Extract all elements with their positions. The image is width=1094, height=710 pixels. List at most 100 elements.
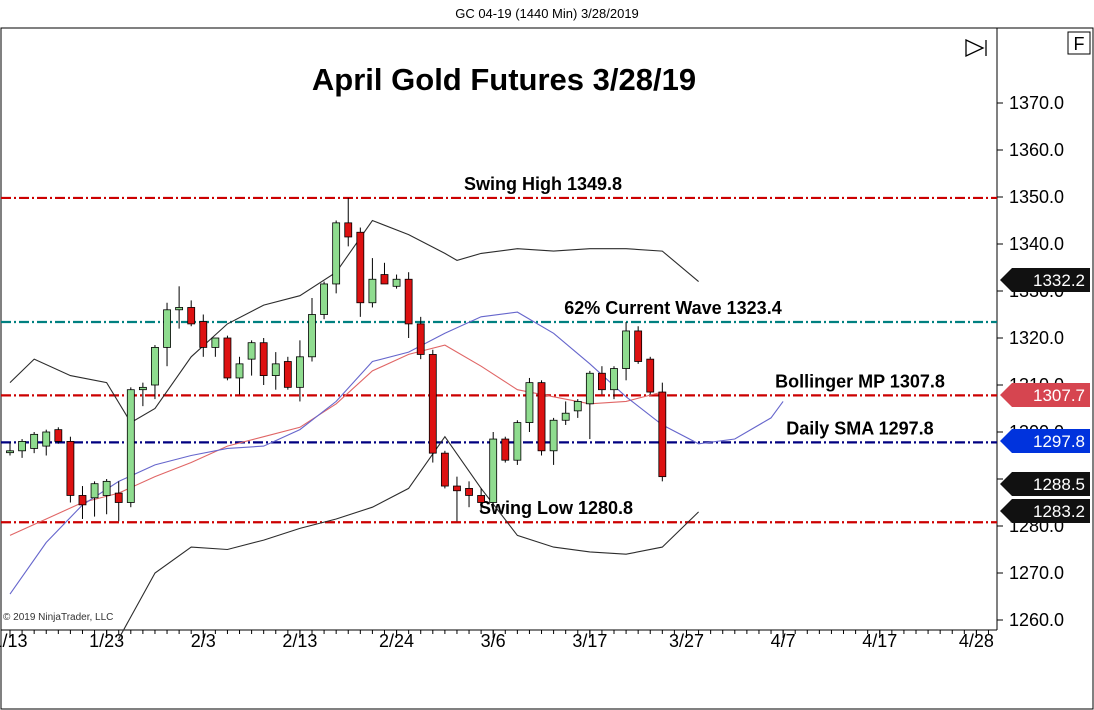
candlesticks bbox=[6, 197, 667, 522]
candle-down bbox=[537, 382, 546, 452]
candle-up bbox=[102, 480, 111, 496]
candle-down bbox=[453, 485, 461, 492]
x-tick-label: 4/28 bbox=[959, 631, 994, 651]
candle-up bbox=[296, 356, 304, 388]
overlay-line bbox=[9, 311, 784, 595]
candle-up bbox=[332, 222, 341, 285]
candle-up bbox=[211, 337, 220, 348]
candle-up bbox=[30, 433, 39, 449]
level-label: Daily SMA 1297.8 bbox=[786, 418, 933, 438]
price-flag-label: 1283.2 bbox=[1033, 502, 1085, 521]
x-tick-label: 2/13 bbox=[282, 631, 317, 651]
level-label: Swing High 1349.8 bbox=[464, 174, 622, 194]
candle-down bbox=[223, 337, 232, 379]
candle-up bbox=[585, 372, 594, 405]
level-label: Bollinger MP 1307.8 bbox=[775, 371, 945, 391]
y-tick-label: 1340.0 bbox=[1009, 234, 1064, 254]
candle-up bbox=[561, 412, 570, 421]
candle-down bbox=[356, 231, 365, 304]
candle-down bbox=[283, 361, 292, 388]
candle-up bbox=[42, 431, 51, 447]
candle-up bbox=[163, 309, 171, 348]
candle-up bbox=[18, 440, 26, 452]
candle-down bbox=[477, 495, 486, 503]
price-flag bbox=[1000, 472, 1090, 496]
price-flags: 1332.2 1307.7 1297.8 1288.5 1283.2 bbox=[1000, 268, 1090, 523]
candle-down bbox=[344, 222, 353, 238]
y-tick-label: 1350.0 bbox=[1009, 187, 1064, 207]
y-tick-label: 1360.0 bbox=[1009, 140, 1064, 160]
price-flag-label: 1288.5 bbox=[1033, 475, 1085, 494]
indicator-overlays bbox=[9, 219, 784, 640]
level-label: 62% Current Wave 1323.4 bbox=[564, 298, 781, 318]
candle-up bbox=[573, 401, 582, 412]
candle-down bbox=[501, 438, 510, 461]
candle-down bbox=[428, 354, 437, 454]
candle-up bbox=[622, 330, 630, 369]
level-label: Swing Low 1280.8 bbox=[479, 498, 633, 518]
horizontal-levels: Swing High 1349.8 62% Current Wave 1323.4… bbox=[1, 174, 997, 524]
candle-down bbox=[404, 278, 413, 325]
x-tick-label: 2/24 bbox=[379, 631, 414, 651]
chart-frame bbox=[0, 27, 1094, 710]
y-tick-label: 1320.0 bbox=[1009, 328, 1064, 348]
price-flag bbox=[1000, 268, 1090, 292]
candle-up bbox=[525, 382, 534, 423]
candle-down bbox=[440, 452, 449, 487]
x-tick-label: 1/13 bbox=[0, 631, 28, 651]
overlay-line bbox=[118, 435, 699, 640]
y-tick-label: 1260.0 bbox=[1009, 610, 1064, 630]
toolbar-f-label: F bbox=[1074, 34, 1085, 54]
candle-up bbox=[175, 307, 184, 311]
candle-down bbox=[114, 492, 123, 503]
candle-down bbox=[416, 323, 425, 355]
candle-down bbox=[380, 274, 389, 285]
overlay-line bbox=[9, 219, 699, 424]
candle-down bbox=[646, 358, 655, 393]
copyright-text: © 2019 NinjaTrader, LLC bbox=[3, 612, 113, 623]
candle-down bbox=[259, 342, 268, 377]
chart-header: GC 04-19 (1440 Min) 3/28/2019 bbox=[455, 6, 639, 21]
candle-down bbox=[66, 440, 75, 496]
y-tick-label: 1370.0 bbox=[1009, 93, 1064, 113]
candle-up bbox=[6, 450, 14, 454]
x-tick-label: 4/17 bbox=[862, 631, 897, 651]
y-axis-ticks: 1260.01270.01280.01290.01300.01310.01320… bbox=[997, 93, 1064, 630]
candle-up bbox=[308, 314, 316, 358]
x-tick-label: 1/23 bbox=[89, 631, 124, 651]
x-tick-label: 4/7 bbox=[771, 631, 796, 651]
candle-up bbox=[489, 438, 498, 503]
x-tick-label: 3/6 bbox=[481, 631, 506, 651]
price-flag-label: 1332.2 bbox=[1033, 271, 1085, 290]
candle-down bbox=[598, 372, 606, 391]
candle-up bbox=[151, 346, 159, 386]
x-tick-label: 3/17 bbox=[572, 631, 607, 651]
candle-down bbox=[658, 391, 667, 478]
candle-down bbox=[634, 330, 643, 362]
candle-up bbox=[368, 278, 377, 304]
candle-up bbox=[610, 368, 618, 391]
candle-up bbox=[235, 363, 244, 379]
candle-down bbox=[54, 429, 63, 442]
candle-down bbox=[199, 321, 208, 348]
price-flag bbox=[1000, 383, 1090, 407]
x-axis-ticks: 1/13 1/23 2/3 2/13 2/24 3/6 3/17 3/27 4/7 4/17 4/2… bbox=[0, 630, 994, 651]
x-tick-label: 2/3 bbox=[191, 631, 216, 651]
candle-down bbox=[78, 495, 87, 506]
scroll-to-end-icon[interactable] bbox=[965, 38, 987, 58]
x-tick-label: 3/27 bbox=[669, 631, 704, 651]
y-tick-label: 1270.0 bbox=[1009, 563, 1064, 583]
toolbar-f-button[interactable]: F bbox=[1067, 31, 1091, 55]
candle-up bbox=[138, 386, 147, 391]
candle-up bbox=[392, 278, 401, 287]
price-flag bbox=[1000, 429, 1090, 453]
candle-up bbox=[126, 389, 135, 503]
candle-up bbox=[271, 363, 280, 377]
candle-down bbox=[465, 487, 473, 496]
candle-up bbox=[247, 342, 256, 360]
price-flag-label: 1307.7 bbox=[1033, 386, 1085, 405]
price-flag bbox=[1000, 499, 1090, 523]
candle-up bbox=[549, 419, 558, 452]
chart-title: April Gold Futures 3/28/19 bbox=[312, 62, 696, 97]
